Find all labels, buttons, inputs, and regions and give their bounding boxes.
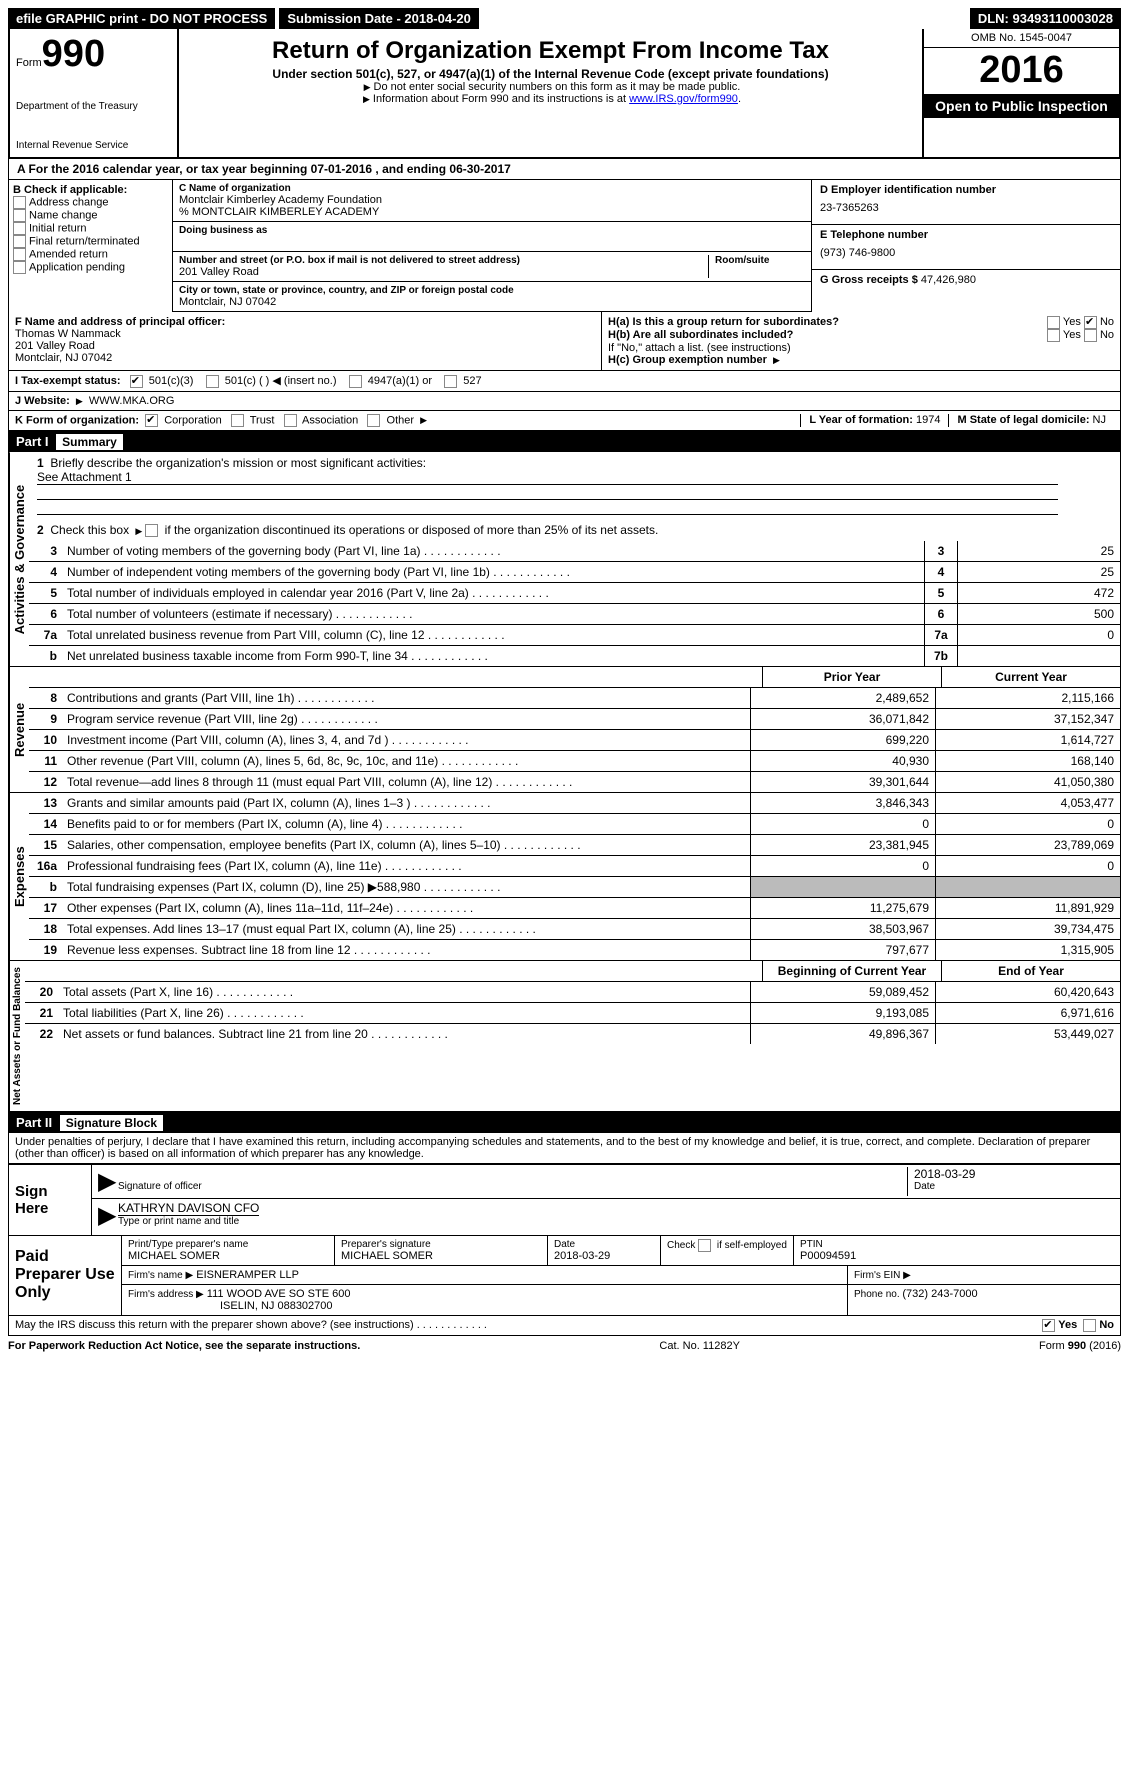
checkbox-501c3[interactable] (130, 375, 143, 388)
irs-link[interactable]: www.IRS.gov/form990 (629, 93, 738, 105)
checkbox-final-return[interactable] (13, 235, 26, 248)
table-row: 11Other revenue (Part VIII, column (A), … (29, 751, 1120, 772)
checkbox-name-change[interactable] (13, 209, 26, 222)
box-c: C Name of organization Montclair Kimberl… (173, 180, 811, 312)
irs-label: Internal Revenue Service (16, 140, 171, 151)
checkbox-4947[interactable] (349, 375, 362, 388)
k-l-m-row: K Form of organization: Corporation Trus… (8, 411, 1121, 431)
efile-topbar: efile GRAPHIC print - DO NOT PROCESS Sub… (8, 8, 1121, 29)
checkbox-amended[interactable] (13, 248, 26, 261)
checkbox-other[interactable] (367, 414, 380, 427)
tab-revenue: Revenue (9, 667, 29, 792)
table-row: 16aProfessional fundraising fees (Part I… (29, 856, 1120, 877)
page-footer: For Paperwork Reduction Act Notice, see … (8, 1336, 1121, 1356)
table-row: 14Benefits paid to or for members (Part … (29, 814, 1120, 835)
dln-badge: DLN: 93493110003028 (970, 8, 1121, 29)
part-1-header: Part I Summary (8, 431, 1121, 452)
signature-block: Sign Here ▶ Signature of officer 2018-03… (8, 1164, 1121, 1236)
table-row: 12Total revenue—add lines 8 through 11 (… (29, 772, 1120, 792)
box-h: H(a) Is this a group return for subordin… (602, 312, 1120, 370)
phone: (973) 746-9800 (820, 241, 1112, 265)
part-1-body: Activities & Governance 1 Briefly descri… (8, 452, 1121, 1112)
dept-treasury: Department of the Treasury (16, 101, 171, 112)
table-row: 21Total liabilities (Part X, line 26)9,1… (25, 1003, 1120, 1024)
tab-net-assets: Net Assets or Fund Balances (9, 961, 25, 1111)
table-row: 15Salaries, other compensation, employee… (29, 835, 1120, 856)
checkbox-discontinued[interactable] (145, 524, 158, 537)
checkbox-self-employed[interactable] (698, 1239, 711, 1252)
checkbox-application-pending[interactable] (13, 261, 26, 274)
table-row: 13Grants and similar amounts paid (Part … (29, 793, 1120, 814)
checkbox-initial-return[interactable] (13, 222, 26, 235)
box-i: I Tax-exempt status: 501(c)(3) 501(c) ( … (8, 371, 1121, 392)
form-header: Form990 Department of the Treasury Inter… (8, 29, 1121, 159)
tab-expenses: Expenses (9, 793, 29, 960)
efile-badge: efile GRAPHIC print - DO NOT PROCESS (8, 8, 275, 29)
box-e: E Telephone number (973) 746-9800 (812, 225, 1120, 270)
table-row: 18Total expenses. Add lines 13–17 (must … (29, 919, 1120, 940)
checkbox-association[interactable] (284, 414, 297, 427)
checkbox-hb-no[interactable] (1084, 329, 1097, 342)
checkbox-ha-yes[interactable] (1047, 316, 1060, 329)
table-row: bTotal fundraising expenses (Part IX, co… (29, 877, 1120, 898)
table-row: 10Investment income (Part VIII, column (… (29, 730, 1120, 751)
box-j: J Website: WWW.MKA.ORG (8, 392, 1121, 411)
table-row: 20Total assets (Part X, line 16)59,089,4… (25, 982, 1120, 1003)
checkbox-corporation[interactable] (145, 414, 158, 427)
box-d: D Employer identification number 23-7365… (812, 180, 1120, 225)
table-row: 8Contributions and grants (Part VIII, li… (29, 688, 1120, 709)
checkbox-ha-no[interactable] (1084, 316, 1097, 329)
perjury-statement: Under penalties of perjury, I declare th… (8, 1133, 1121, 1164)
section-a: A For the 2016 calendar year, or tax yea… (8, 159, 1121, 180)
ein: 23-7365263 (820, 196, 1112, 220)
part-2-header: Part II Signature Block (8, 1112, 1121, 1133)
box-b: B Check if applicable: Address change Na… (9, 180, 173, 312)
entity-grid: B Check if applicable: Address change Na… (8, 180, 1121, 312)
checkbox-address-change[interactable] (13, 196, 26, 209)
table-row: 22Net assets or fund balances. Subtract … (25, 1024, 1120, 1044)
submission-badge: Submission Date - 2018-04-20 (279, 8, 479, 29)
checkbox-discuss-yes[interactable] (1042, 1319, 1055, 1332)
box-g: G Gross receipts $ 47,426,980 (812, 270, 1120, 290)
table-row: 19Revenue less expenses. Subtract line 1… (29, 940, 1120, 960)
tab-governance: Activities & Governance (9, 452, 29, 666)
f-h-row: F Name and address of principal officer:… (8, 312, 1121, 371)
discuss-row: May the IRS discuss this return with the… (8, 1316, 1121, 1336)
org-name: Montclair Kimberley Academy Foundation (179, 194, 805, 206)
table-row: 9Program service revenue (Part VIII, lin… (29, 709, 1120, 730)
checkbox-527[interactable] (444, 375, 457, 388)
checkbox-trust[interactable] (231, 414, 244, 427)
table-row: 17Other expenses (Part IX, column (A), l… (29, 898, 1120, 919)
preparer-block: Paid Preparer Use Only Print/Type prepar… (8, 1236, 1121, 1316)
omb-number: OMB No. 1545-0047 (924, 29, 1119, 48)
form-title: Return of Organization Exempt From Incom… (187, 37, 914, 65)
checkbox-discuss-no[interactable] (1083, 1319, 1096, 1332)
form-number: 990 (42, 33, 105, 75)
checkbox-hb-yes[interactable] (1047, 329, 1060, 342)
tax-year: 2016 (924, 48, 1119, 94)
checkbox-501c[interactable] (206, 375, 219, 388)
open-inspection: Open to Public Inspection (924, 94, 1119, 118)
box-f: F Name and address of principal officer:… (9, 312, 602, 370)
